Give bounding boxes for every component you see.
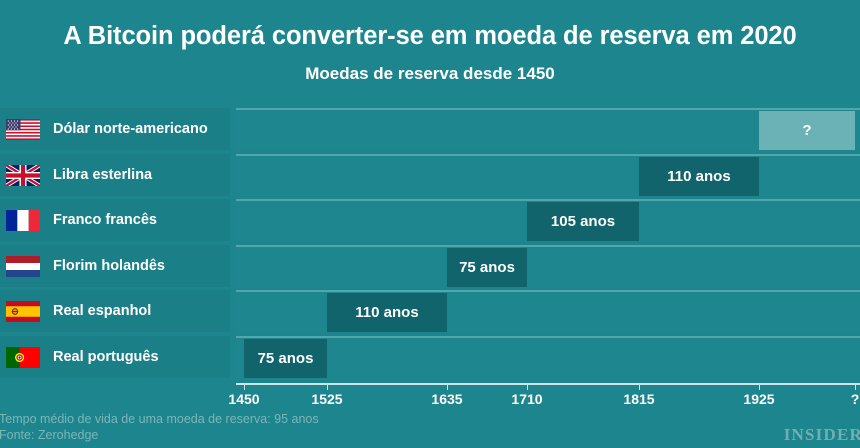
reserve-period-bar: 105 anos — [527, 202, 639, 241]
flag-portugal-icon — [6, 346, 40, 368]
bar-value-label: 110 anos — [667, 167, 731, 185]
chart-row: Florim holandês 75 anos — [0, 244, 860, 287]
flag-france-icon — [6, 210, 40, 231]
axis-tick-label: 1635 — [431, 391, 463, 407]
axis-tick — [855, 383, 856, 390]
bar-value-label: 110 anos — [355, 304, 419, 321]
axis-tick — [327, 383, 328, 390]
axis-tick-label: 1525 — [311, 391, 343, 407]
reserve-period-bar: 75 anos — [447, 247, 527, 287]
row-label-cell: Real espanhol — [0, 290, 230, 332]
axis-tick — [759, 383, 760, 390]
row-track: 75 anos — [236, 335, 860, 378]
chart-area: Dólar norte-americano? Libra esterlina 11… — [0, 108, 860, 383]
row-label-cell: Florim holandês — [0, 244, 230, 287]
row-track: 75 anos — [236, 244, 860, 287]
x-axis: 1450 1525 1635 1710 1815 1925? — [0, 383, 860, 413]
row-track: 105 anos — [236, 199, 860, 241]
axis-tick-label: 1925 — [743, 391, 775, 407]
axis-tick-label: 1710 — [511, 391, 543, 407]
axis-tick — [527, 383, 528, 390]
footnote-average-lifespan: Tempo médio de vida de uma moeda de rese… — [0, 412, 319, 426]
reserve-period-bar: 110 anos — [327, 293, 447, 332]
reserve-period-bar: ? — [759, 111, 855, 150]
page-title: A Bitcoin poderá converter-se em moeda d… — [63, 22, 797, 50]
row-track: 110 anos — [236, 290, 860, 332]
flag-united-kingdom-icon — [6, 164, 40, 186]
row-track: ? — [236, 108, 860, 150]
row-label-cell: Real português — [0, 335, 230, 378]
row-separator — [236, 199, 860, 201]
axis-tick — [639, 383, 640, 390]
chart-row: Real português 75 anos — [0, 335, 860, 378]
row-label-cell: Franco francês — [0, 199, 230, 241]
flag-united-states-icon — [6, 119, 40, 140]
page-subtitle: Moedas de reserva desde 1450 — [305, 64, 555, 83]
currency-name: Real português — [53, 348, 159, 365]
row-track: 110 anos — [236, 153, 860, 196]
currency-name: Libra esterlina — [53, 166, 153, 183]
currency-name: Franco francês — [53, 212, 157, 228]
chart-row: Franco francês 105 anos — [0, 199, 860, 241]
row-separator — [236, 153, 860, 156]
row-separator — [236, 290, 860, 292]
bar-value-label: 75 anos — [257, 349, 314, 367]
chart-row: Real espanhol 110 anos — [0, 290, 860, 332]
footer: Tempo médio de vida de uma moeda de rese… — [0, 410, 860, 448]
bar-value-label: 75 anos — [459, 258, 515, 276]
bar-value-label: 105 anos — [550, 213, 616, 230]
flag-netherlands-icon — [6, 255, 40, 277]
axis-tick — [244, 383, 245, 390]
currency-name: Florim holandês — [53, 257, 165, 274]
currency-name: Dólar norte-americano — [53, 121, 208, 137]
bar-value-label: ? — [802, 122, 812, 139]
row-separator — [236, 335, 860, 338]
flag-spain-icon — [6, 301, 40, 322]
row-label-cell: Dólar norte-americano — [0, 108, 230, 150]
axis-tick-label: 1815 — [623, 391, 655, 407]
row-label-cell: Libra esterlina — [0, 153, 230, 196]
footnote-source: Fonte: Zerohedge — [0, 428, 99, 442]
axis-tick-label: ? — [850, 391, 860, 407]
currency-name: Real espanhol — [53, 303, 152, 319]
row-separator — [236, 108, 860, 110]
chart-row: Libra esterlina 110 anos — [0, 153, 860, 196]
header: A Bitcoin poderá converter-se em moeda d… — [0, 0, 860, 108]
reserve-period-bar: 110 anos — [639, 156, 759, 196]
axis-line — [236, 383, 860, 385]
row-separator — [236, 244, 860, 247]
insider-watermark: INSIDER — [783, 425, 860, 444]
reserve-period-bar: 75 anos — [244, 338, 327, 378]
chart-row: Dólar norte-americano? — [0, 108, 860, 150]
axis-tick-label: 1450 — [228, 391, 260, 407]
axis-tick — [447, 383, 448, 390]
